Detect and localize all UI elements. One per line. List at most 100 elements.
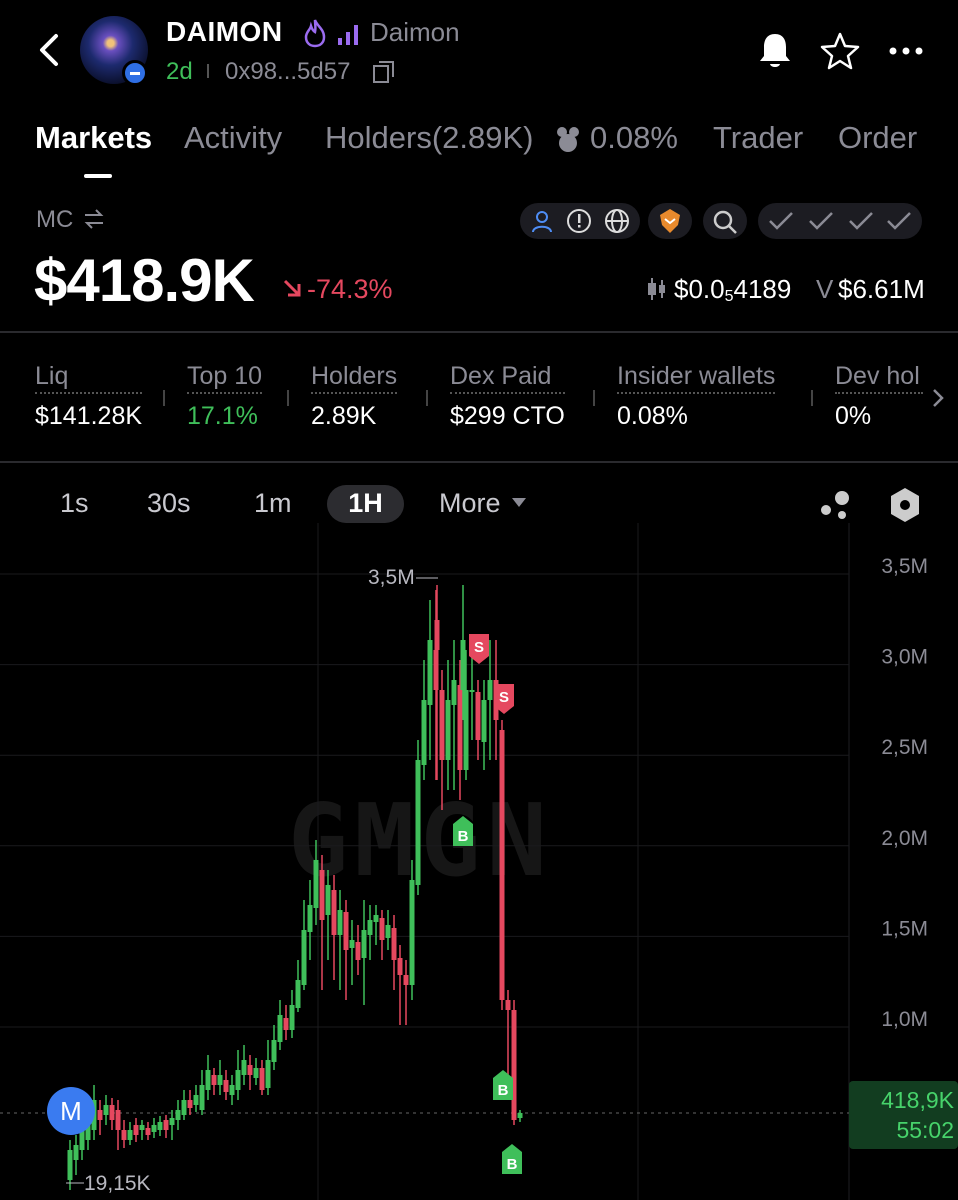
candle-body xyxy=(433,650,439,690)
candle-body xyxy=(343,912,349,950)
svg-text:B: B xyxy=(458,828,469,845)
stat-dev-holding[interactable]: Dev hol 0% xyxy=(835,362,923,431)
candle-body xyxy=(175,1110,181,1120)
timeframe-1m[interactable]: 1m xyxy=(254,488,292,518)
candle-body xyxy=(205,1070,211,1090)
copy-icon[interactable] xyxy=(372,60,396,84)
candle-body xyxy=(265,1060,271,1088)
candle-body xyxy=(241,1060,247,1075)
candle-body xyxy=(301,930,307,985)
candle-body xyxy=(463,690,469,770)
y-axis-label: 1,5M xyxy=(881,917,928,940)
settings-icon[interactable] xyxy=(888,486,922,524)
candle-body xyxy=(289,1005,295,1030)
candle-body xyxy=(337,910,343,935)
buy-marker[interactable]: B xyxy=(493,1070,513,1100)
token-label: Daimon xyxy=(370,17,460,47)
tab-activity[interactable]: Activity xyxy=(184,120,283,155)
audit-icons-group[interactable] xyxy=(520,203,640,239)
tab-order[interactable]: Order xyxy=(838,120,918,155)
chevron-right-icon[interactable] xyxy=(930,386,946,410)
svg-text:B: B xyxy=(507,1156,518,1173)
swap-icon[interactable] xyxy=(83,208,105,230)
checks-group[interactable] xyxy=(758,203,922,239)
timeframe-more[interactable]: More xyxy=(439,488,501,518)
candle-body xyxy=(181,1100,187,1115)
checkmark-icon xyxy=(769,212,911,230)
candle-body xyxy=(445,700,451,760)
candle-body xyxy=(475,692,481,740)
globe-icon[interactable] xyxy=(604,208,630,234)
stat-value: 0.08% xyxy=(617,402,688,430)
divider xyxy=(426,390,428,406)
caret-down-icon[interactable] xyxy=(512,498,526,508)
timeframe-1h-label: 1H xyxy=(348,488,383,518)
eagle-badge[interactable] xyxy=(648,203,692,239)
sell-marker[interactable]: S xyxy=(494,684,514,714)
timeframe-1h[interactable] xyxy=(327,485,404,523)
candle-body xyxy=(103,1105,109,1115)
tab-bar: Markets Activity Holders(2.89K) 0.08% Tr… xyxy=(0,120,958,180)
token-name: DAIMON xyxy=(166,16,283,47)
sell-marker[interactable]: S xyxy=(469,634,489,664)
stat-label: Top 10 xyxy=(187,362,263,394)
active-tab-indicator xyxy=(84,174,112,178)
candle-body xyxy=(187,1100,193,1108)
stat-holders[interactable]: Holders 2.89K xyxy=(311,362,398,431)
candle-body xyxy=(133,1125,139,1135)
candle-body xyxy=(403,975,409,985)
candle-body xyxy=(109,1105,115,1120)
stat-dex-paid[interactable]: Dex Paid $299 CTO xyxy=(450,362,565,431)
svg-text:S: S xyxy=(474,639,484,656)
candle-body xyxy=(511,1010,517,1120)
svg-text:B: B xyxy=(498,1082,509,1099)
stat-label: Insider wallets xyxy=(617,362,776,394)
rat-icon xyxy=(557,127,579,152)
tab-trader[interactable]: Trader xyxy=(713,120,804,155)
candle-body xyxy=(469,690,475,692)
stat-top10[interactable]: Top 10 17.1% xyxy=(187,362,263,431)
candle-body xyxy=(451,680,457,705)
stat-label: Liq xyxy=(35,362,143,394)
tab-holders[interactable]: Holders(2.89K) xyxy=(325,120,534,155)
timeframe-30s[interactable]: 30s xyxy=(147,488,191,518)
candle-body xyxy=(283,1018,289,1030)
series-marker-m[interactable]: M xyxy=(47,1087,95,1135)
signal-bars-icon xyxy=(338,25,358,45)
bell-icon[interactable] xyxy=(756,30,794,70)
star-icon[interactable] xyxy=(820,32,860,70)
timeframe-1s[interactable]: 1s xyxy=(60,488,89,518)
candle-body xyxy=(139,1125,145,1130)
search-badge[interactable] xyxy=(703,203,747,239)
candle-body xyxy=(121,1130,127,1140)
candle-body xyxy=(427,640,433,705)
candle-body xyxy=(361,930,367,958)
back-arrow-icon[interactable] xyxy=(30,30,70,70)
candle-body xyxy=(355,942,361,960)
user-icon[interactable] xyxy=(530,209,554,233)
header: DAIMON Daimon 2d 0x98...5d57 xyxy=(0,0,958,100)
indicator-icon[interactable] xyxy=(818,488,854,522)
buy-marker[interactable]: B xyxy=(453,816,473,846)
candle-body xyxy=(421,700,427,765)
search-icon xyxy=(713,210,737,234)
stat-insider-wallets[interactable]: Insider wallets 0.08% xyxy=(617,362,776,431)
contract-address[interactable]: 0x98...5d57 xyxy=(225,58,351,85)
divider xyxy=(207,64,209,78)
more-options-icon[interactable] xyxy=(888,46,924,56)
candle-body xyxy=(217,1075,223,1085)
candle-body xyxy=(277,1015,283,1042)
tab-markets[interactable]: Markets xyxy=(35,120,153,155)
warning-icon[interactable] xyxy=(566,208,592,234)
stat-liq[interactable]: Liq $141.28K xyxy=(35,362,143,431)
candle-timer: 55:02 xyxy=(896,1117,954,1143)
candle-body xyxy=(505,1000,511,1010)
candle-body xyxy=(379,918,385,940)
candlestick-chart[interactable]: 3,5M 3,0M 2,5M 2,0M 1,5M 1,0M S S B B B xyxy=(0,523,958,1200)
stat-label: Dev hol xyxy=(835,362,923,394)
candle-body xyxy=(439,690,445,760)
tab-rat-trader[interactable]: 0.08% xyxy=(590,120,678,155)
candle-body xyxy=(373,915,379,922)
buy-marker[interactable]: B xyxy=(502,1144,522,1174)
candle-body xyxy=(193,1095,199,1105)
